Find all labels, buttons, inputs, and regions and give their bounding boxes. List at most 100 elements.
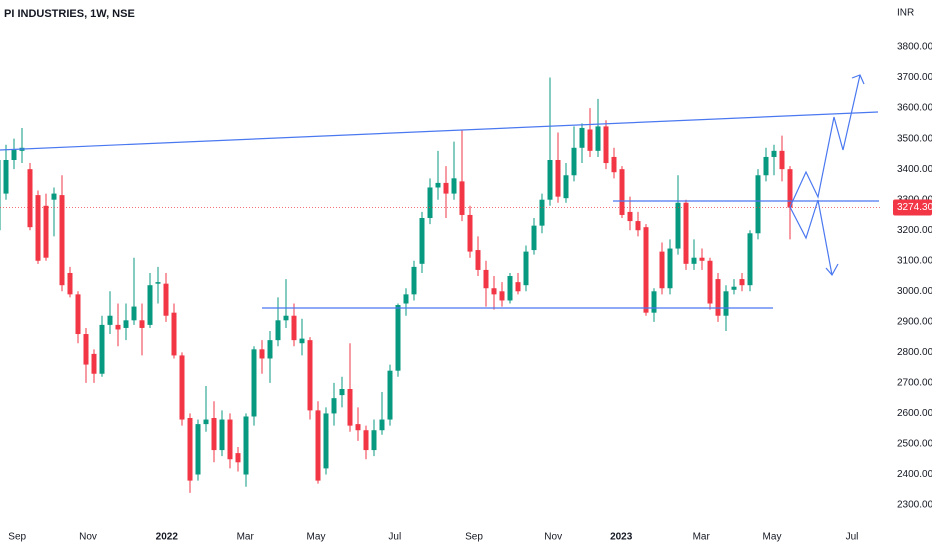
candle-body [475, 250, 481, 270]
candle-body [723, 291, 729, 316]
candle-body [259, 349, 265, 359]
candle-body [371, 430, 377, 451]
y-tick-label: 2700.00 [897, 378, 932, 389]
candle-body [363, 430, 369, 451]
x-tick-label: Mar [693, 532, 711, 543]
last-price-tag [893, 199, 932, 216]
candle-body [715, 279, 721, 316]
y-tick-label: 3600.00 [897, 103, 932, 114]
candle-body [563, 175, 569, 199]
x-tick-label: May [307, 532, 326, 543]
candle-body [379, 419, 385, 431]
candle-body [411, 266, 417, 295]
candle-body [523, 251, 529, 286]
y-tick-label: 3700.00 [897, 72, 932, 83]
candle-body [155, 282, 161, 284]
projection-down [789, 199, 833, 276]
x-tick-label: Nov [544, 532, 562, 543]
candle-body [107, 315, 113, 325]
y-tick-label: 3500.00 [897, 133, 932, 144]
candle-body [147, 285, 153, 325]
candle-body [187, 418, 193, 481]
y-tick-label: 2300.00 [897, 500, 932, 511]
y-tick-label: 3100.00 [897, 255, 932, 266]
x-tick-label: Mar [237, 532, 255, 543]
candle-body [611, 156, 617, 173]
candle-body [387, 370, 393, 420]
projection-up [789, 74, 861, 208]
candle-body [203, 419, 209, 425]
candle-body [643, 227, 649, 313]
candle-body [251, 349, 257, 417]
candle-body [51, 193, 57, 200]
x-tick-label: Jul [846, 532, 859, 543]
trend-line [0, 111, 879, 151]
chart-title: PI INDUSTRIES, 1W, NSE [4, 8, 135, 20]
candle-body [595, 126, 601, 151]
candle-body [755, 175, 761, 234]
candle-body [667, 248, 673, 289]
candle-body [467, 214, 473, 252]
candle-body [347, 389, 353, 426]
candle-body [555, 160, 561, 197]
x-tick-label: May [763, 532, 782, 543]
x-tick-label: 2023 [610, 532, 633, 543]
candle-body [731, 286, 737, 290]
candle-body [43, 205, 49, 258]
candle-body [0, 160, 1, 231]
candle-body [659, 251, 665, 289]
candle-body [707, 260, 713, 304]
candle-body [419, 218, 425, 264]
candle-body [339, 389, 345, 396]
candle-body [499, 291, 505, 301]
x-tick-label: 2022 [156, 532, 179, 543]
candle-body [115, 324, 121, 330]
candle-body [739, 279, 745, 286]
candle-body [131, 306, 137, 321]
x-tick-label: Sep [8, 532, 26, 543]
candle-body [635, 221, 641, 231]
candle-body [603, 126, 609, 164]
drawings [0, 74, 879, 309]
candle-body [267, 340, 273, 359]
candle-body [219, 419, 225, 451]
last-price-label: 3274.30 [897, 202, 932, 213]
candle-body [579, 127, 585, 148]
candle-body [627, 211, 633, 222]
candle-body [67, 272, 73, 295]
candle-body [123, 320, 129, 328]
candle-body [291, 315, 297, 341]
x-tick-label: Jul [388, 532, 401, 543]
candle-body [763, 156, 769, 176]
arrow-head [851, 74, 865, 85]
candle-body [483, 269, 489, 289]
candle-body [683, 202, 689, 264]
candle-body [427, 187, 433, 219]
y-tick-label: 3400.00 [897, 164, 932, 175]
candle-body [403, 294, 409, 304]
x-tick-label: Nov [79, 532, 97, 543]
y-tick-label: 2400.00 [897, 469, 932, 480]
candle-body [507, 276, 513, 301]
y-tick-label: 2600.00 [897, 408, 932, 419]
candle-body [235, 453, 241, 463]
arrow-head [825, 263, 839, 277]
y-axis-label: INR [897, 8, 914, 19]
y-tick-label: 2500.00 [897, 439, 932, 450]
candle-body [491, 288, 497, 295]
candle-body [83, 334, 89, 365]
candle-body [211, 418, 217, 451]
candle-body [747, 233, 753, 286]
candle-body [451, 178, 457, 194]
candle-body [27, 169, 33, 228]
candle-body [59, 195, 65, 286]
candle-body [11, 149, 17, 160]
candle-body [195, 424, 201, 475]
candle-body [587, 129, 593, 151]
candle-body [539, 199, 545, 226]
candle-body [299, 338, 305, 344]
candle-body [75, 294, 81, 335]
candle-body [355, 424, 361, 431]
